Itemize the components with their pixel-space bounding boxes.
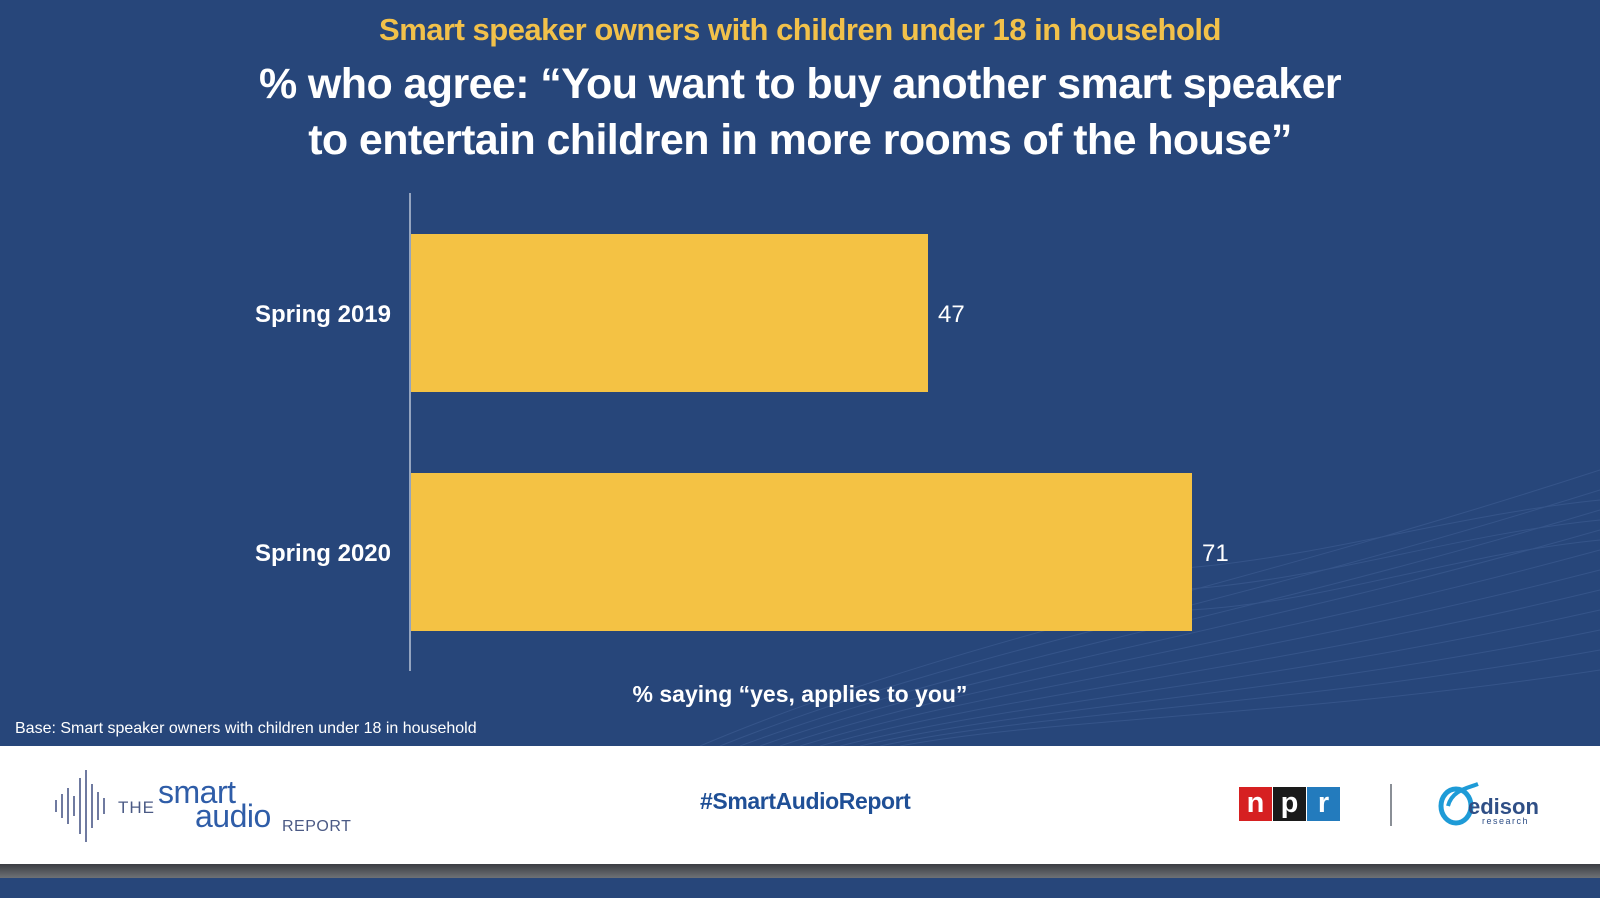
data-label: 71 — [1202, 540, 1229, 567]
soundwave-icon — [55, 770, 105, 842]
edison-name-text: edison — [1468, 794, 1539, 819]
edison-swirl-icon — [1438, 782, 1479, 826]
bar-chart: Spring 2019 47 Spring 2020 71 % saying “yes,… — [255, 193, 1229, 707]
npr-logo: n p r — [1239, 787, 1341, 821]
x-axis-title: % saying “yes, applies to you” — [633, 681, 968, 707]
chart-title-line2: to entertain children in more rooms of t… — [308, 116, 1292, 164]
base-footnote: Base: Smart speaker owners with children… — [15, 720, 477, 737]
logo-smart-text: smart — [158, 774, 236, 810]
logo-divider — [1390, 784, 1392, 826]
edison-sub-text: research — [1482, 816, 1530, 826]
edison-research-logo: edison research — [1438, 780, 1548, 830]
smart-audio-report-logo: THE smart audio REPORT — [52, 770, 362, 842]
hashtag-link[interactable]: #SmartAudioReport — [700, 788, 911, 814]
logo-the-text: THE — [118, 798, 155, 817]
category-label: Spring 2020 — [255, 540, 391, 567]
npr-letter-r: r — [1307, 787, 1340, 821]
data-label: 47 — [938, 301, 965, 328]
npr-letter-n: n — [1239, 787, 1272, 821]
bar-spring-2019 — [411, 234, 928, 392]
footer-bottom-strip — [0, 878, 1600, 898]
category-label: Spring 2019 — [255, 301, 391, 328]
npr-letter-p: p — [1273, 787, 1306, 821]
footer-shadow — [0, 864, 1600, 878]
bar-spring-2020 — [411, 473, 1192, 631]
logo-report-text: REPORT — [282, 818, 352, 835]
chart-subtitle: Smart speaker owners with children under… — [379, 12, 1221, 47]
chart-title: % who agree: “You want to buy another sm… — [0, 56, 1600, 168]
slide-background: Smart speaker owners with children under… — [0, 12, 1600, 746]
chart-title-line1: % who agree: “You want to buy another sm… — [258, 60, 1342, 108]
logo-audio-text: audio — [195, 798, 271, 834]
